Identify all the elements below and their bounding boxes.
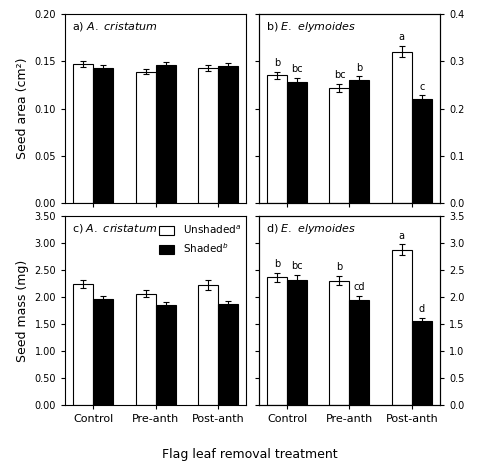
- Text: d: d: [418, 304, 425, 314]
- Bar: [392, 52, 412, 203]
- Bar: [156, 65, 176, 203]
- Bar: [392, 250, 412, 405]
- Bar: [412, 321, 432, 405]
- Text: bc: bc: [291, 64, 303, 75]
- Y-axis label: Seed mass (mg): Seed mass (mg): [16, 260, 29, 362]
- Text: bc: bc: [334, 70, 345, 80]
- Bar: [93, 68, 113, 203]
- Bar: [287, 82, 307, 203]
- Text: c: c: [419, 82, 424, 91]
- Text: d) $\it{E.\ elymoides}$: d) $\it{E.\ elymoides}$: [266, 222, 356, 236]
- Y-axis label: Seed area (cm²): Seed area (cm²): [16, 58, 29, 159]
- Bar: [198, 285, 218, 405]
- Bar: [218, 66, 238, 203]
- Bar: [73, 64, 93, 203]
- Text: a: a: [399, 32, 405, 42]
- Bar: [350, 80, 370, 203]
- Bar: [287, 280, 307, 405]
- Text: b: b: [274, 259, 280, 269]
- Bar: [136, 294, 156, 405]
- Text: b: b: [356, 62, 362, 73]
- Text: a) $\it{A.\ cristatum}$: a) $\it{A.\ cristatum}$: [72, 20, 158, 33]
- Bar: [330, 281, 349, 405]
- Text: a: a: [399, 231, 405, 240]
- Bar: [218, 304, 238, 405]
- Bar: [93, 299, 113, 405]
- Bar: [198, 68, 218, 203]
- Text: cd: cd: [354, 282, 365, 292]
- Bar: [156, 306, 176, 405]
- Text: bc: bc: [291, 261, 303, 271]
- Text: c) $\it{A.\ cristatum}$: c) $\it{A.\ cristatum}$: [72, 222, 158, 235]
- Text: b) $\it{E.\ elymoides}$: b) $\it{E.\ elymoides}$: [266, 20, 356, 34]
- Text: Flag leaf removal treatment: Flag leaf removal treatment: [162, 448, 338, 461]
- Text: b: b: [274, 58, 280, 68]
- Bar: [330, 88, 349, 203]
- Bar: [73, 284, 93, 405]
- Text: b: b: [336, 262, 342, 272]
- Bar: [267, 75, 287, 203]
- Bar: [267, 277, 287, 405]
- Legend: Unshaded$^a$, Shaded$^b$: Unshaded$^a$, Shaded$^b$: [159, 223, 241, 255]
- Bar: [350, 300, 370, 405]
- Bar: [412, 99, 432, 203]
- Bar: [136, 72, 156, 203]
